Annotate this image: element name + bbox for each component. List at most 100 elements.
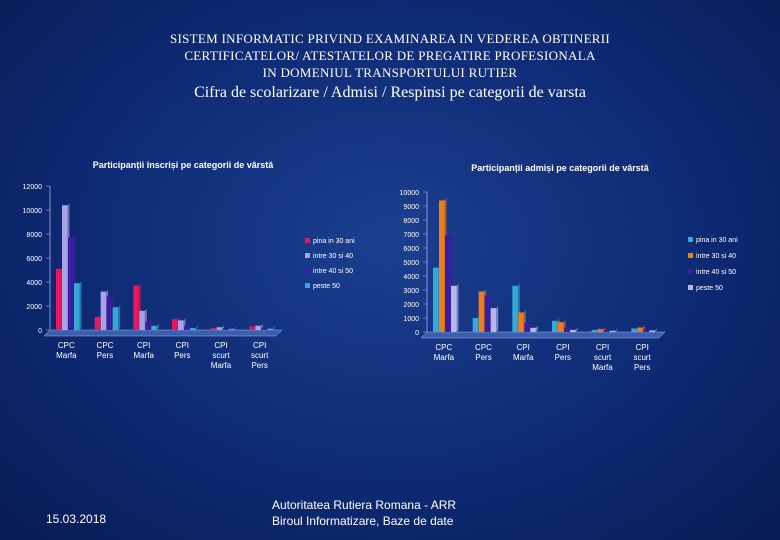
x-tick-label: Marfa	[513, 353, 534, 362]
footer-organization: Autoritatea Rutiera Romana - ARR Biroul …	[272, 497, 456, 529]
legend-label: intre 30 si 40	[313, 253, 353, 260]
bar	[597, 329, 604, 332]
bar	[609, 330, 616, 332]
x-tick-label: scurt	[251, 351, 269, 360]
bar	[518, 312, 524, 332]
bar	[603, 330, 610, 332]
chart-floor	[43, 329, 283, 337]
legend-label: pina in 30 ani	[696, 237, 738, 244]
x-tick-label: CPI	[556, 343, 569, 352]
bar	[68, 237, 74, 330]
y-tick-label: 6000	[26, 256, 42, 263]
report-title-line-3: IN DOMENIUL TRANSPORTULUI RUTIER	[262, 65, 518, 80]
y-tick-label: 4000	[26, 280, 42, 287]
y-tick-label: 10000	[400, 190, 420, 197]
legend-swatch	[305, 238, 310, 243]
report-title-line-2: CERTIFICATELOR/ ATESTATELOR DE PREGATIRE…	[184, 48, 596, 63]
legend-label: pina in 30 ani	[313, 238, 355, 245]
x-tick-label: Pers	[97, 351, 113, 360]
bar	[570, 329, 576, 332]
bar	[222, 328, 229, 330]
x-tick-label: scurt	[594, 353, 612, 362]
bar	[151, 325, 157, 330]
bar	[139, 310, 145, 330]
y-tick-label: 12000	[23, 184, 43, 191]
x-tick-label: CPI	[137, 341, 150, 350]
legend-swatch	[688, 253, 693, 258]
y-tick-label: 2000	[26, 304, 42, 311]
legend-label: intre 30 si 40	[696, 253, 736, 260]
bar	[552, 320, 558, 332]
footer-date: 15.03.2018	[46, 512, 107, 526]
bar	[643, 329, 649, 332]
y-tick-label: 9000	[403, 204, 419, 211]
y-tick-label: 0	[415, 330, 419, 337]
bar	[94, 316, 101, 330]
x-tick-label: CPC	[58, 341, 75, 350]
legend-swatch	[688, 269, 693, 274]
x-tick-label: CPI	[635, 343, 648, 352]
bar	[564, 327, 570, 332]
bar	[249, 326, 255, 330]
legend-label: intre 40 si 50	[696, 269, 736, 276]
bar-side	[118, 305, 121, 330]
x-tick-label: Marfa	[56, 351, 77, 360]
slide-subtitle: Cifra de scolarizare / Admisi / Respinsi…	[194, 84, 586, 101]
bar-side	[456, 283, 459, 332]
bar-side	[535, 325, 538, 332]
x-tick-label: Marfa	[434, 353, 455, 362]
bar	[106, 296, 113, 330]
bar	[267, 328, 273, 330]
bar	[439, 200, 445, 332]
footer-org-line-2: Biroul Informatizare, Baze de date	[272, 514, 454, 528]
legend-label: peste 50	[313, 283, 340, 290]
x-tick-label: Pers	[555, 353, 571, 362]
bar-side	[79, 281, 82, 330]
legend-label: intre 40 si 50	[313, 268, 353, 275]
bar	[445, 235, 451, 332]
bar-side	[156, 323, 159, 330]
bar	[62, 205, 68, 330]
bar	[484, 295, 491, 332]
x-tick-label: CPI	[596, 343, 609, 352]
y-tick-label: 2000	[403, 302, 419, 309]
bar	[184, 325, 190, 330]
bar	[478, 291, 485, 332]
x-tick-label: CPC	[475, 343, 492, 352]
bar	[216, 327, 223, 330]
legend-swatch	[688, 285, 693, 290]
x-tick-label: CPI	[253, 341, 266, 350]
x-tick-label: Marfa	[133, 351, 154, 360]
bar	[100, 291, 107, 330]
bar-side	[496, 306, 499, 332]
legend-swatch	[305, 268, 310, 273]
legend-swatch	[305, 253, 310, 258]
x-tick-label: CPI	[176, 341, 189, 350]
chart-title: Participanții admiși pe categorii de vâr…	[471, 163, 650, 173]
bar	[228, 328, 235, 330]
y-tick-label: 10000	[23, 208, 43, 215]
bar	[649, 330, 655, 332]
x-tick-label: CPI	[214, 341, 227, 350]
bar	[74, 283, 80, 330]
chart-floor	[420, 331, 666, 339]
y-tick-label: 5000	[403, 260, 419, 267]
bar-side	[272, 326, 275, 330]
bar	[56, 268, 62, 330]
chart-title: Participanții înscriși pe categorii de v…	[93, 160, 275, 170]
bar	[530, 327, 536, 332]
bar	[524, 322, 530, 332]
chart-2: Participanții admiși pe categorii de vâr…	[400, 163, 739, 372]
bar	[145, 321, 151, 330]
bar-side	[654, 328, 657, 332]
y-tick-label: 8000	[26, 232, 42, 239]
x-tick-label: Pers	[174, 351, 190, 360]
x-tick-label: CPC	[97, 341, 114, 350]
x-tick-label: Pers	[251, 361, 267, 370]
bar-side	[234, 326, 237, 330]
bar	[451, 285, 457, 332]
bar-side	[195, 326, 198, 330]
bar	[190, 328, 196, 330]
y-tick-label: 1000	[403, 316, 419, 323]
y-tick-label: 0	[38, 328, 42, 335]
